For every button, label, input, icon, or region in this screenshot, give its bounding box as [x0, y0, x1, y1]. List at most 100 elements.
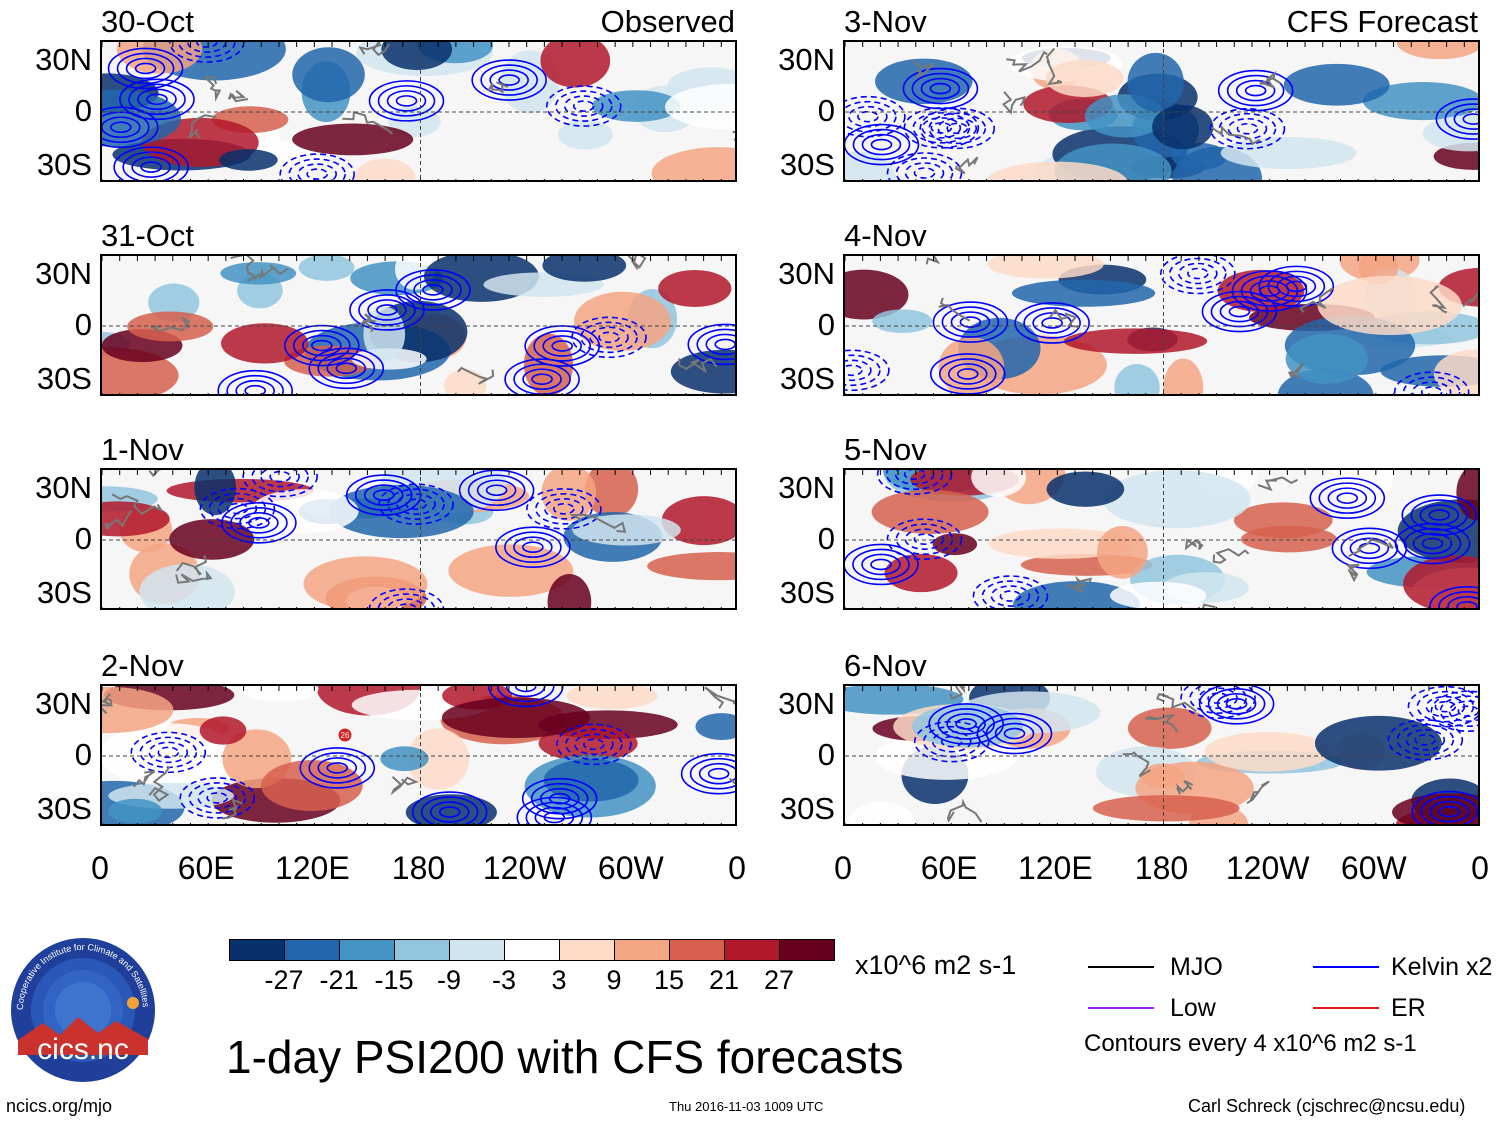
lon-tick-label: 120W	[1225, 850, 1310, 886]
kelvin-contour	[870, 138, 893, 151]
kelvin-contour	[551, 340, 573, 352]
kelvin-contour	[1448, 700, 1478, 723]
anomaly-shading	[1204, 731, 1331, 772]
colorbar-level-label: -15	[374, 965, 414, 995]
kelvin-contour	[404, 274, 462, 306]
colorbar-swatch	[614, 939, 670, 961]
footer-left-link[interactable]: ncics.org/mjo	[6, 1096, 113, 1116]
anomaly-shading	[102, 686, 174, 734]
coastline	[230, 256, 258, 281]
anomaly-shading	[566, 686, 658, 710]
anomaly-shading	[441, 697, 591, 739]
lat-tick-label: 30N	[35, 470, 92, 505]
kelvin-contour	[363, 484, 404, 506]
kelvin-contour	[299, 747, 376, 789]
kelvin-contour	[1428, 509, 1451, 521]
coastline	[148, 470, 162, 478]
colorbar-swatch	[339, 939, 395, 961]
anomaly-shading	[938, 337, 1005, 394]
kelvin-contour	[422, 284, 444, 296]
kelvin-contour	[179, 777, 256, 819]
kelvin-contour	[885, 470, 944, 491]
kelvin-contour	[122, 151, 180, 180]
kelvin-contour	[221, 502, 297, 544]
kelvin-contour	[377, 85, 436, 117]
anomaly-shading	[1109, 581, 1207, 608]
anomaly-shading	[971, 470, 1026, 497]
anomaly-shading	[695, 713, 735, 741]
coastline	[390, 776, 419, 796]
lon-tick-label: 0	[728, 850, 746, 886]
anomaly-shading	[932, 533, 978, 556]
anomaly-shading	[1102, 470, 1251, 529]
kelvin-contour	[148, 741, 189, 764]
coastline	[1175, 780, 1194, 795]
kelvin-contour	[279, 153, 355, 180]
map-panel-30-Oct	[100, 40, 737, 182]
kelvin-contour	[553, 503, 575, 515]
panel-date-label: 3-Nov	[844, 4, 927, 39]
kelvin-contour	[1462, 113, 1478, 125]
kelvin-contour	[1444, 103, 1478, 135]
kelvin-contour	[932, 301, 1009, 343]
kelvin-contour	[1014, 302, 1090, 344]
kelvin-contour	[707, 767, 730, 780]
colorbar-swatch	[504, 939, 560, 961]
kelvin-contour	[102, 106, 159, 149]
lat-tick-label: 30N	[35, 256, 92, 291]
kelvin-contour	[1276, 275, 1317, 298]
kelvin-contour	[376, 304, 398, 316]
kelvin-contour	[235, 379, 275, 394]
colorbar-swatch	[449, 939, 505, 961]
lat-tick-label: 30N	[35, 42, 92, 77]
kelvin-contour	[714, 338, 735, 351]
panel-date-label: 30-Oct	[101, 4, 195, 39]
lon-tick-label: 60W	[1340, 850, 1407, 886]
map-panel-2-Nov: 26	[100, 684, 737, 826]
kelvin-contour	[487, 686, 564, 708]
kelvin-contour	[1401, 494, 1478, 536]
kelvin-contour	[1403, 527, 1462, 560]
contour-note: Contours every 4 x10^6 m2 s-1	[1084, 1030, 1417, 1057]
anomaly-shading	[651, 147, 735, 180]
kelvin-contour	[476, 479, 517, 502]
kelvin-contour	[931, 730, 972, 753]
kelvin-contour	[1169, 257, 1227, 290]
kelvin-contour	[1416, 690, 1475, 723]
legend-label: Low	[1170, 994, 1216, 1022]
anomaly-shading	[1152, 105, 1214, 150]
kelvin-contour	[1210, 295, 1269, 328]
kelvin-contour	[269, 470, 291, 483]
anomaly-shading	[1045, 59, 1124, 98]
kelvin-contour	[217, 497, 258, 520]
panel-date-label: 1-Nov	[101, 432, 184, 467]
map-field	[845, 686, 1478, 824]
kelvin-contour	[467, 474, 526, 507]
kelvin-contour	[395, 269, 471, 311]
lat-tick-label: 30S	[36, 361, 92, 396]
kelvin-contour	[516, 796, 593, 824]
kelvin-contour	[946, 122, 969, 135]
kelvin-contour	[687, 323, 735, 366]
kelvin-contour	[1180, 686, 1256, 719]
kelvin-contour	[1244, 84, 1267, 97]
kelvin-contour	[1430, 690, 1478, 733]
coastline	[1259, 70, 1282, 89]
coastline	[149, 316, 191, 332]
kelvin-contour	[1349, 537, 1390, 560]
kelvin-contour	[533, 330, 591, 362]
anomaly-shading	[1285, 333, 1369, 384]
kelvin-contour	[514, 686, 537, 693]
legend-line-mjo	[1088, 966, 1154, 968]
kelvin-contour	[598, 331, 620, 344]
kelvin-contour	[377, 593, 436, 608]
anomaly-shading	[591, 90, 681, 122]
kelvin-contour	[1429, 800, 1470, 823]
kelvin-contour	[113, 146, 189, 180]
panel-heading: Observed	[600, 4, 735, 39]
kelvin-contour	[845, 359, 872, 382]
coastline	[247, 264, 289, 282]
anomaly-shading	[658, 269, 732, 307]
lat-tick-label: 30S	[36, 147, 92, 182]
panel-date-label: 31-Oct	[101, 218, 195, 253]
